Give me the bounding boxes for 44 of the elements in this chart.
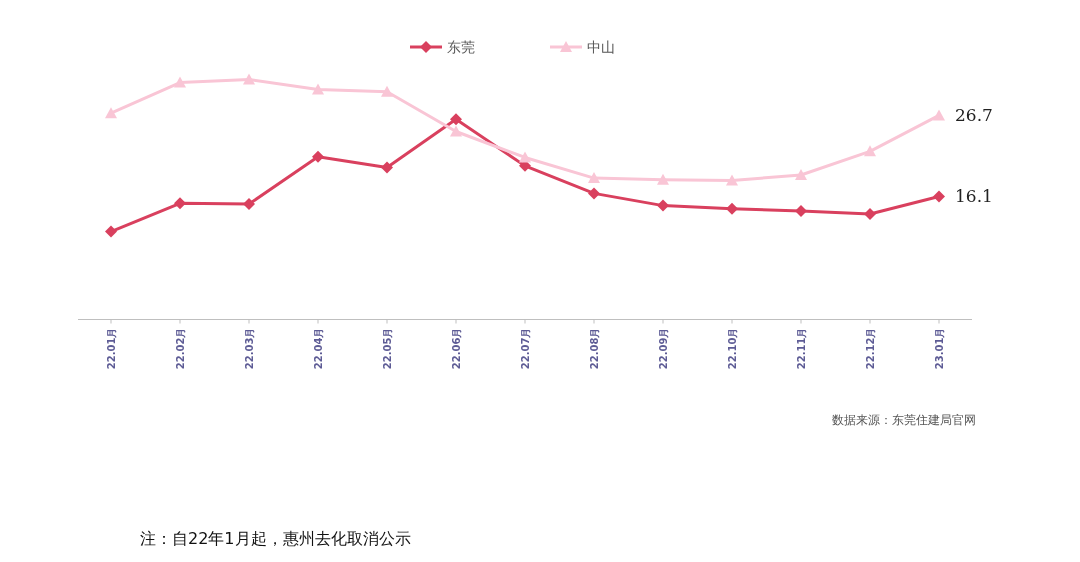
x-tick-label: 22.12月 bbox=[865, 327, 876, 370]
data-label: 26.7 bbox=[955, 105, 993, 126]
point bbox=[864, 208, 876, 221]
point bbox=[588, 172, 600, 184]
point bbox=[588, 187, 600, 200]
x-tick-label: 22.05月 bbox=[382, 327, 393, 370]
point bbox=[864, 145, 876, 157]
point bbox=[795, 169, 807, 181]
point bbox=[726, 174, 738, 186]
point bbox=[312, 83, 324, 95]
source-note: 数据来源：东莞住建局官网 bbox=[832, 413, 976, 428]
x-tick-label: 22.10月 bbox=[727, 327, 738, 370]
point bbox=[174, 76, 186, 88]
point bbox=[933, 190, 945, 203]
point bbox=[795, 204, 807, 217]
point bbox=[312, 150, 324, 163]
point bbox=[519, 151, 531, 163]
legend-label: 中山 bbox=[587, 38, 615, 55]
point bbox=[381, 161, 393, 174]
x-tick-label: 22.01月 bbox=[106, 327, 117, 370]
point bbox=[657, 173, 669, 185]
x-tick-label: 22.08月 bbox=[589, 327, 600, 370]
x-tick-label: 22.11月 bbox=[796, 327, 807, 370]
point bbox=[381, 85, 393, 97]
point bbox=[450, 125, 462, 137]
point bbox=[243, 73, 255, 85]
x-tick-label: 23.01月 bbox=[934, 327, 945, 370]
point bbox=[933, 109, 945, 121]
text: 注：自22年1月起，惠州去化取消公示 bbox=[140, 528, 411, 548]
point bbox=[174, 197, 186, 210]
point bbox=[243, 198, 255, 211]
legend-label: 东莞 bbox=[447, 38, 475, 55]
point bbox=[657, 199, 669, 212]
point bbox=[450, 113, 462, 126]
x-tick-label: 22.04月 bbox=[313, 327, 324, 370]
data-label: 16.1 bbox=[955, 186, 993, 207]
point bbox=[105, 225, 117, 238]
x-tick-label: 22.07月 bbox=[520, 327, 531, 370]
point bbox=[105, 107, 117, 119]
x-tick-label: 22.02月 bbox=[175, 327, 186, 370]
point bbox=[726, 202, 738, 215]
x-tick-label: 22.06月 bbox=[451, 327, 462, 370]
x-tick-label: 22.09月 bbox=[658, 327, 669, 370]
x-tick-label: 22.03月 bbox=[244, 327, 255, 370]
